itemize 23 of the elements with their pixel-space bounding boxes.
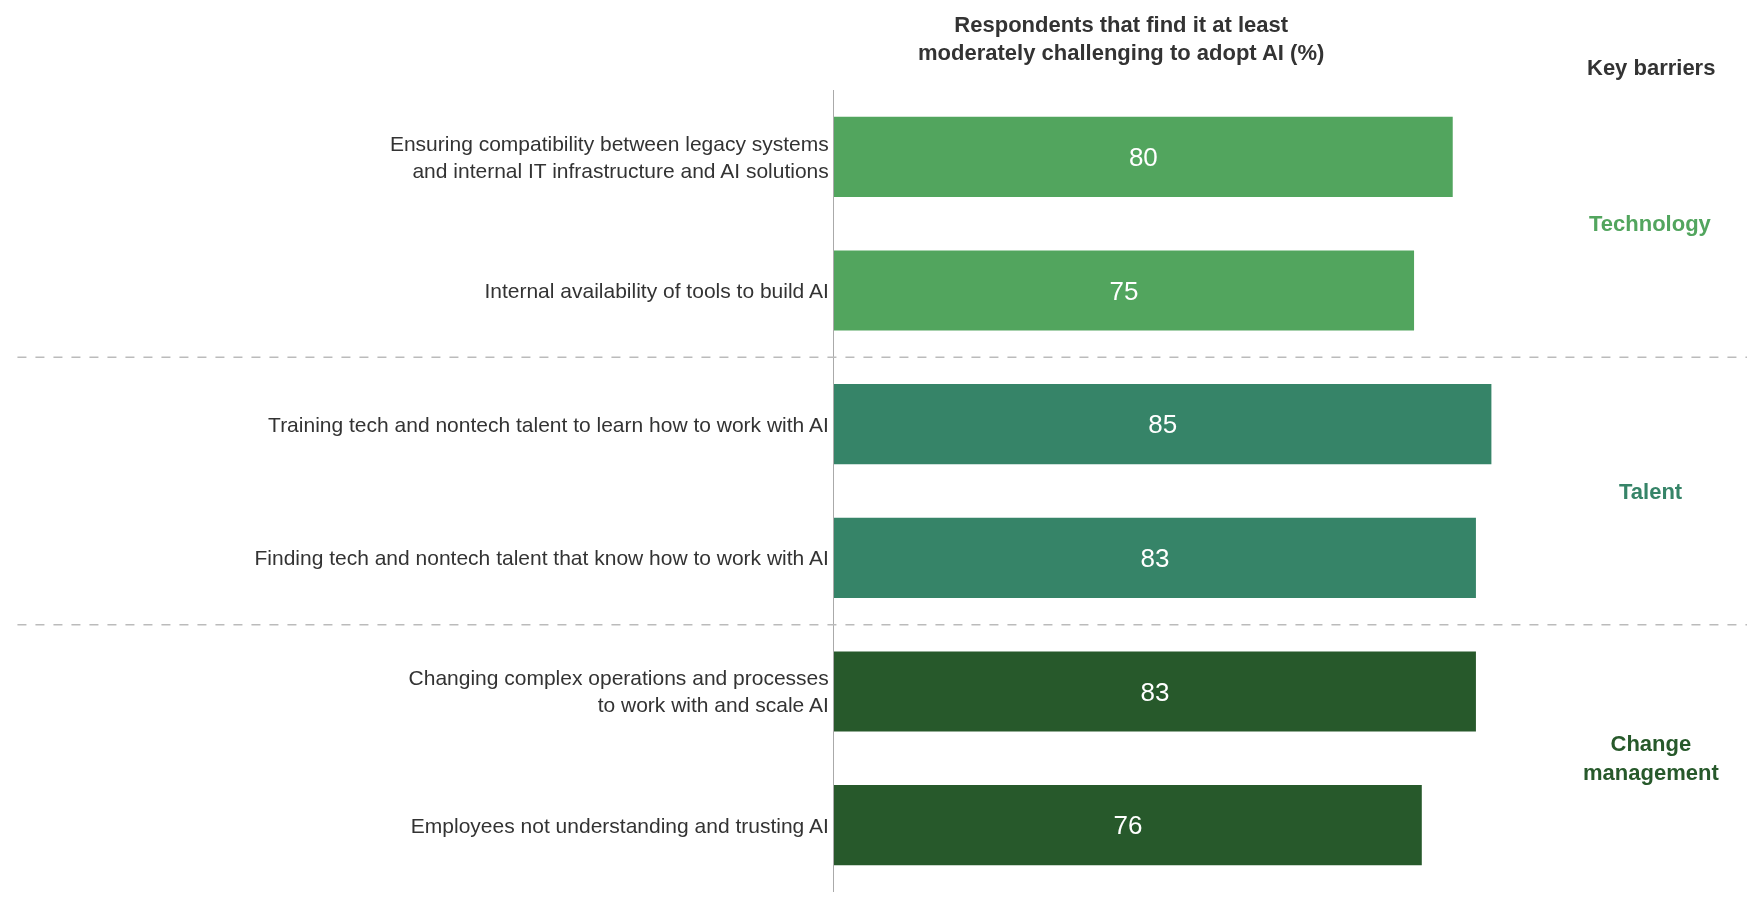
chart-title: Respondents that find it at least moderately challenging to adopt AI (%) [918,11,1325,66]
y-tick-label: Training tech and nontech talent to learn how to work with AI [268,412,829,436]
bar [834,384,1492,465]
data-label: 76 [1113,810,1143,841]
data-label: 83 [1140,676,1170,707]
y-tick-label: Changing complex operations and processes to work with and scale AI [408,666,829,717]
data-label: 80 [1128,141,1158,172]
data-label: 85 [1148,409,1178,440]
bar [834,517,1476,598]
y-tick-label: Internal availability of tools to build AI [484,278,829,302]
y-tick-label: Ensuring compatibility between legacy systems and internal IT infrastructure and AI solutions [389,131,829,182]
data-label: 75 [1109,275,1139,306]
text: Talent [1619,479,1683,504]
bar [834,116,1453,197]
y-tick-label: Employees not understanding and trusting AI [410,813,829,837]
bar [834,785,1422,866]
y-tick-label: Finding tech and nontech talent that know how to work with AI [254,546,829,570]
bar [834,250,1415,331]
data-label: 83 [1140,542,1170,573]
text: Change management [1583,731,1720,785]
text: Technology [1589,211,1712,236]
bar [834,651,1476,732]
text: Key barriers [1587,55,1716,80]
